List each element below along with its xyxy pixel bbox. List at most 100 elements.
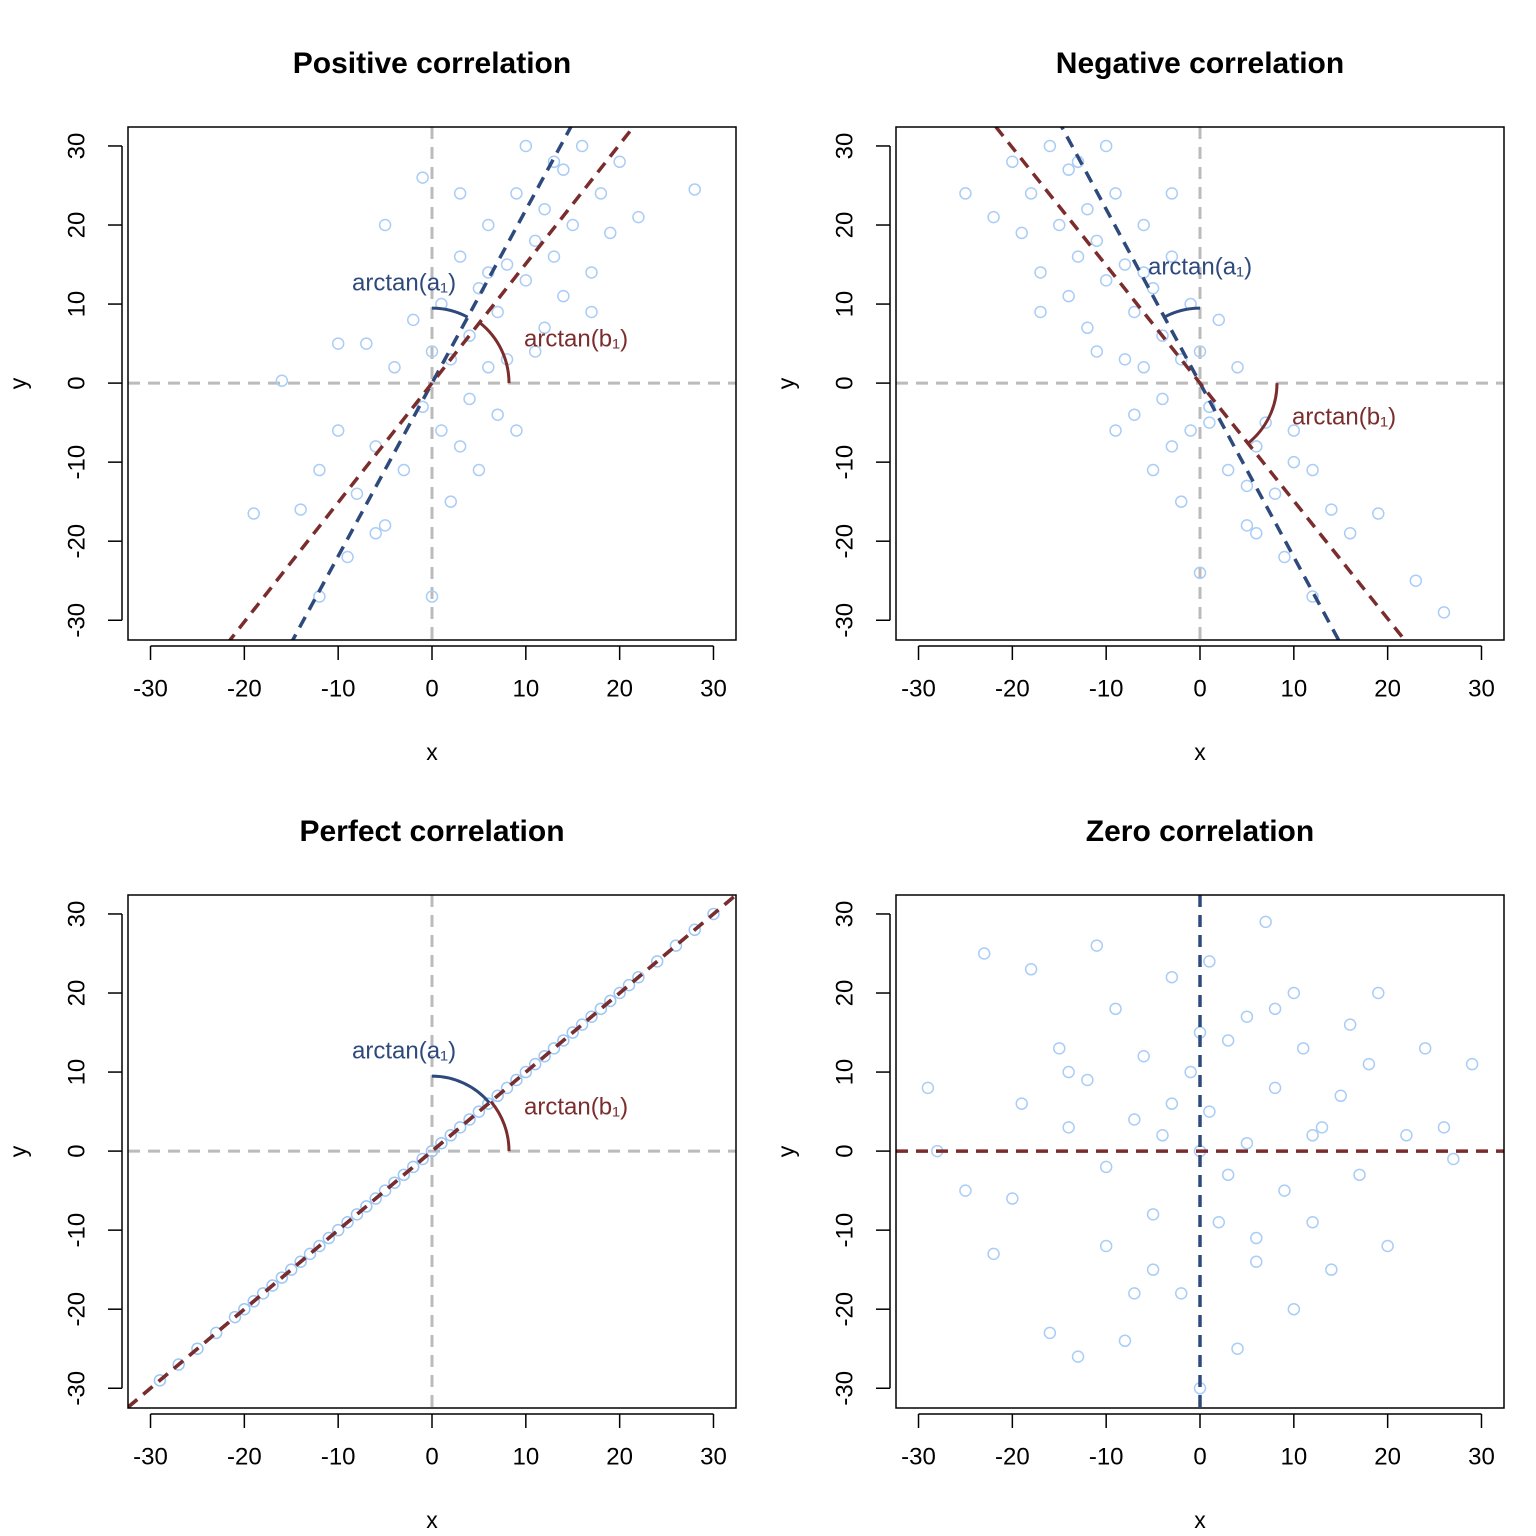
point — [575, 139, 589, 153]
point — [1381, 1239, 1394, 1253]
point — [1006, 1192, 1019, 1205]
point — [1071, 250, 1085, 263]
point — [1193, 345, 1207, 358]
y-tick-label: 30 — [63, 133, 90, 160]
point — [294, 503, 307, 516]
point — [360, 337, 373, 350]
y-tick-label: 30 — [831, 901, 858, 928]
point — [453, 187, 467, 200]
point — [453, 250, 467, 263]
point — [1372, 507, 1385, 520]
x-tick-label: -30 — [901, 1443, 936, 1470]
x-tick-label: -30 — [133, 1443, 168, 1470]
y-tick-label: -20 — [63, 1292, 90, 1327]
point — [397, 1168, 411, 1182]
point — [1099, 1160, 1113, 1174]
point — [1343, 1018, 1357, 1031]
x-tick-label: -10 — [321, 675, 356, 702]
x-tick-label: 20 — [606, 675, 633, 702]
y-tick-label: 10 — [63, 291, 90, 318]
point — [1128, 1113, 1141, 1126]
point — [1118, 353, 1132, 366]
point — [1137, 361, 1150, 374]
angle-label: arctan(a₁) — [352, 269, 456, 296]
point — [1240, 1136, 1254, 1150]
y-tick-label: 30 — [63, 901, 90, 928]
point — [209, 1326, 223, 1340]
angle-arc — [431, 1074, 491, 1104]
point — [397, 463, 411, 477]
point — [1053, 218, 1066, 232]
point — [921, 1081, 935, 1095]
x-axis-label: x — [426, 739, 438, 765]
fit-line — [993, 127, 1407, 640]
y-tick-label: 20 — [63, 212, 90, 239]
point — [388, 361, 401, 374]
x-tick-label: -10 — [321, 1443, 356, 1470]
point — [350, 487, 364, 501]
point — [453, 1121, 467, 1134]
point — [1090, 939, 1104, 952]
plot-area — [128, 895, 736, 1408]
angle-arc — [1247, 383, 1279, 445]
point — [557, 1034, 570, 1047]
point — [1268, 1002, 1282, 1016]
panel: Negative correlation x y -30 -20 -10 0 10 20 30 -3… — [773, 47, 1505, 765]
point — [1334, 1089, 1347, 1103]
angle-label: arctan(b₁) — [524, 1093, 628, 1120]
point — [1099, 274, 1113, 287]
x-axis-label: x — [426, 1507, 438, 1533]
point — [313, 1239, 326, 1253]
point — [425, 1144, 439, 1158]
chart-title: Negative correlation — [1056, 47, 1344, 80]
point — [472, 463, 486, 477]
point — [538, 321, 551, 335]
point — [491, 408, 504, 421]
point — [1306, 1215, 1319, 1229]
point — [425, 590, 439, 603]
x-axis-label: x — [1194, 1507, 1206, 1533]
point — [585, 266, 598, 279]
point — [1146, 282, 1160, 295]
y-tick-label: 0 — [63, 376, 90, 389]
plot-area — [128, 127, 736, 640]
point — [1306, 1129, 1319, 1142]
point — [416, 400, 429, 414]
point — [1240, 1010, 1254, 1023]
point — [1090, 234, 1104, 248]
y-tick-label: 20 — [63, 980, 90, 1007]
y-tick-label: 20 — [831, 212, 858, 239]
point — [369, 527, 382, 540]
x-tick-label: -30 — [901, 675, 936, 702]
point — [1287, 455, 1301, 469]
point — [1099, 1239, 1113, 1253]
point — [1015, 226, 1028, 240]
point — [987, 1247, 1000, 1261]
point — [228, 1310, 242, 1324]
y-tick-label: 30 — [831, 133, 858, 160]
point — [1362, 1057, 1376, 1071]
point — [622, 978, 636, 992]
point — [444, 1129, 458, 1142]
point — [360, 1200, 373, 1213]
point — [1062, 163, 1075, 176]
angle-arc — [1163, 306, 1201, 319]
point — [378, 519, 392, 532]
point — [510, 1073, 523, 1087]
point — [256, 1287, 270, 1300]
y-tick-label: -20 — [831, 1292, 858, 1327]
point — [378, 1184, 392, 1197]
point — [632, 210, 645, 224]
point — [313, 463, 326, 477]
point — [331, 424, 345, 437]
point — [247, 507, 260, 520]
point — [585, 305, 598, 319]
angle-arc — [489, 1100, 511, 1152]
point — [613, 986, 626, 1000]
x-tick-label: 30 — [1468, 675, 1495, 702]
point — [547, 1042, 561, 1055]
point — [444, 495, 458, 508]
y-tick-label: -10 — [831, 445, 858, 480]
point — [566, 1026, 579, 1039]
point — [1240, 479, 1254, 493]
